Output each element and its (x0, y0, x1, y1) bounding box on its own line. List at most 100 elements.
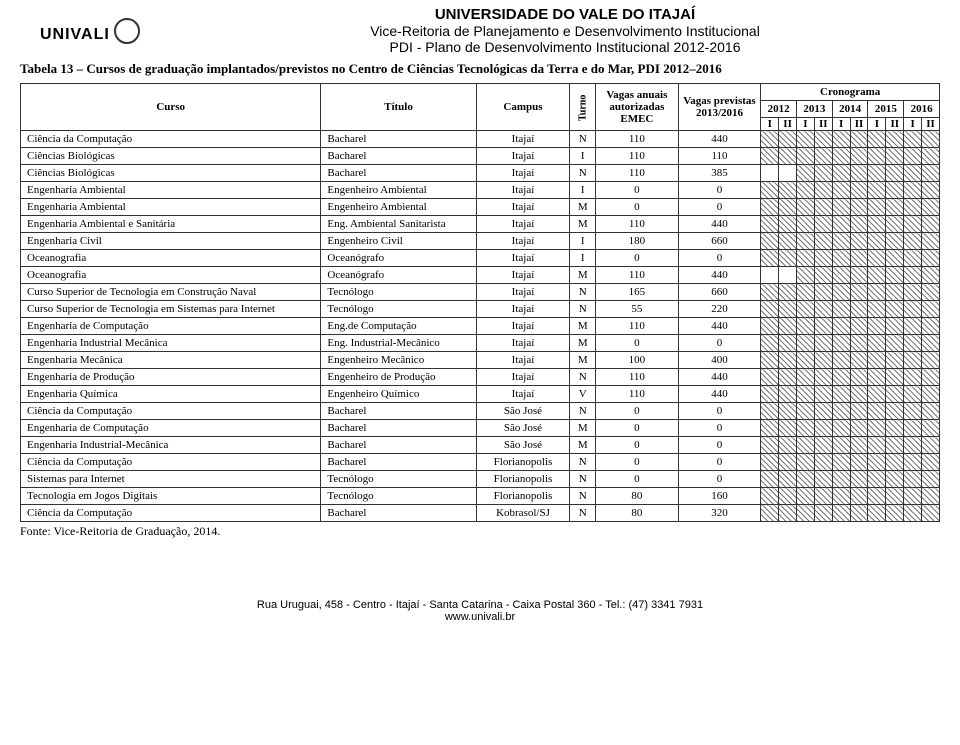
cron-cell (922, 267, 940, 284)
cell-turno: N (570, 369, 596, 386)
cron-cell (886, 369, 904, 386)
cell-campus: Itajaí (476, 352, 570, 369)
cron-cell (761, 352, 779, 369)
table-row: Sistemas para InternetTecnólogoFlorianop… (21, 471, 940, 488)
cron-cell (886, 148, 904, 165)
cron-cell (797, 182, 815, 199)
cron-cell (886, 488, 904, 505)
cell-titulo: Eng. Industrial-Mecânico (321, 335, 476, 352)
cron-cell (814, 505, 832, 522)
sem-ii: II (814, 118, 832, 131)
cron-cell (922, 165, 940, 182)
cell-vagas-anuais: 110 (596, 148, 679, 165)
cell-turno: N (570, 165, 596, 182)
cell-titulo: Bacharel (321, 437, 476, 454)
cron-cell (904, 437, 922, 454)
cron-cell (797, 199, 815, 216)
cron-cell (922, 199, 940, 216)
cron-cell (832, 199, 850, 216)
cron-cell (922, 505, 940, 522)
cron-cell (868, 148, 886, 165)
cron-cell (797, 420, 815, 437)
table-header: Curso Título Campus Turno Vagas anuais a… (21, 84, 940, 131)
logo-text: UNIVALI (40, 26, 110, 44)
cron-cell (922, 182, 940, 199)
cron-cell (832, 488, 850, 505)
footer-line2: www.univali.br (0, 611, 960, 623)
cell-campus: Itajaí (476, 284, 570, 301)
cell-vagas-previstas: 660 (678, 233, 761, 250)
cron-cell (886, 199, 904, 216)
cron-cell (922, 250, 940, 267)
cron-cell (850, 369, 868, 386)
cell-campus: Florianopolis (476, 471, 570, 488)
cron-cell (761, 233, 779, 250)
cron-cell (832, 505, 850, 522)
sem-i: I (868, 118, 886, 131)
cron-cell (850, 454, 868, 471)
cron-cell (761, 301, 779, 318)
cron-cell (922, 301, 940, 318)
cell-campus: Itajaí (476, 131, 570, 148)
cron-cell (814, 233, 832, 250)
cron-cell (904, 284, 922, 301)
cron-cell (832, 352, 850, 369)
cron-cell (850, 352, 868, 369)
cell-vagas-anuais: 0 (596, 335, 679, 352)
cron-cell (814, 454, 832, 471)
cron-cell (779, 301, 797, 318)
cron-cell (922, 352, 940, 369)
cell-campus: São José (476, 420, 570, 437)
cron-cell (868, 131, 886, 148)
cell-vagas-previstas: 0 (678, 199, 761, 216)
col-vagas-previstas: Vagas previstas 2013/2016 (678, 84, 761, 131)
cron-cell (868, 403, 886, 420)
cron-cell (904, 318, 922, 335)
cron-cell (814, 267, 832, 284)
cell-vagas-previstas: 0 (678, 471, 761, 488)
table-row: OceanografiaOceanógrafoItajaíI00 (21, 250, 940, 267)
cron-cell (850, 318, 868, 335)
cell-vagas-previstas: 0 (678, 250, 761, 267)
cron-cell (814, 420, 832, 437)
cell-vagas-previstas: 440 (678, 386, 761, 403)
cell-vagas-anuais: 100 (596, 352, 679, 369)
cell-turno: M (570, 420, 596, 437)
cron-cell (779, 182, 797, 199)
cell-vagas-anuais: 0 (596, 199, 679, 216)
cron-cell (779, 199, 797, 216)
cron-cell (832, 131, 850, 148)
cell-turno: N (570, 301, 596, 318)
table-row: Engenharia AmbientalEngenheiro Ambiental… (21, 199, 940, 216)
cell-vagas-anuais: 80 (596, 488, 679, 505)
cron-cell (886, 216, 904, 233)
cell-curso: Sistemas para Internet (21, 471, 321, 488)
cell-curso: Engenharia Ambiental (21, 182, 321, 199)
cell-turno: M (570, 352, 596, 369)
cell-curso: Ciência da Computação (21, 131, 321, 148)
cell-vagas-previstas: 0 (678, 182, 761, 199)
cell-curso: Oceanografia (21, 250, 321, 267)
cell-campus: Itajaí (476, 301, 570, 318)
col-cronograma: Cronograma (761, 84, 940, 101)
cron-cell (886, 131, 904, 148)
cell-curso: Engenharia de Computação (21, 318, 321, 335)
footer-line1: Rua Uruguai, 458 - Centro - Itajaí - San… (0, 599, 960, 611)
cron-cell (868, 437, 886, 454)
cron-cell (850, 437, 868, 454)
cell-titulo: Engenheiro Mecânico (321, 352, 476, 369)
cell-campus: Itajaí (476, 233, 570, 250)
cron-cell (814, 318, 832, 335)
cron-cell (832, 182, 850, 199)
cell-curso: Engenharia Industrial-Mecânica (21, 437, 321, 454)
cron-cell (814, 437, 832, 454)
cell-curso: Ciência da Computação (21, 403, 321, 420)
cell-campus: Itajaí (476, 216, 570, 233)
cell-campus: Itajaí (476, 318, 570, 335)
cron-cell (779, 148, 797, 165)
cron-cell (868, 420, 886, 437)
cell-curso: Ciência da Computação (21, 454, 321, 471)
cron-cell (779, 505, 797, 522)
cron-cell (904, 301, 922, 318)
cell-vagas-previstas: 220 (678, 301, 761, 318)
